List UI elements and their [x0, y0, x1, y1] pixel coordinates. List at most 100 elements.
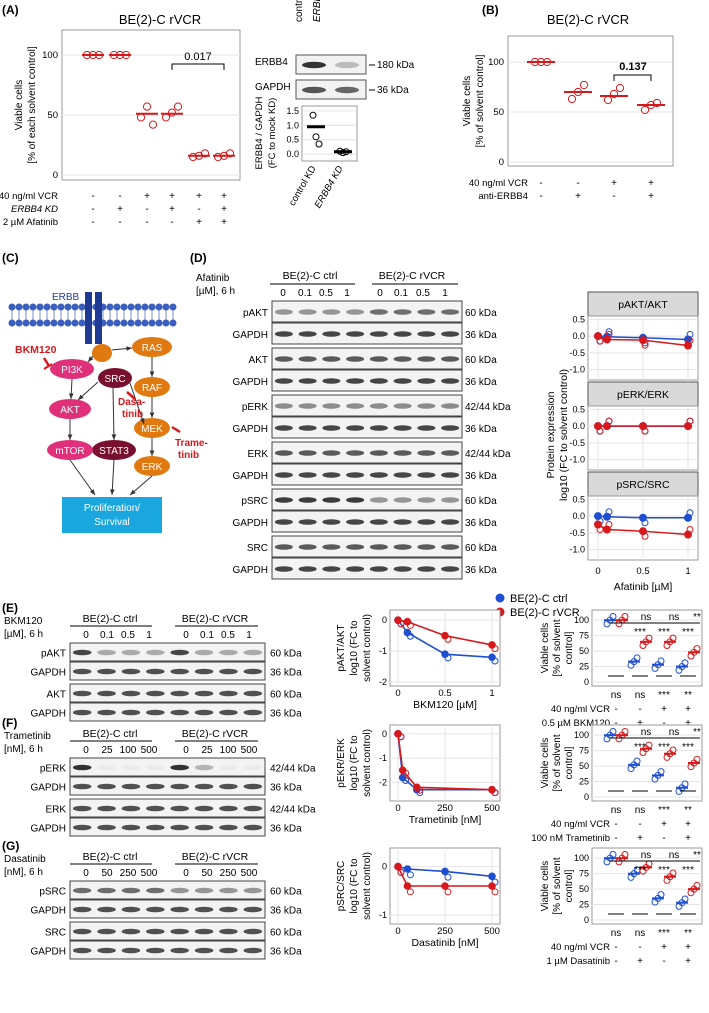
dose-label: 0	[183, 868, 189, 879]
condition-sign: +	[685, 833, 691, 844]
drug-label: tinib	[122, 409, 143, 420]
band	[121, 906, 141, 913]
panel-title: BE(2)-C rVCR	[547, 12, 629, 27]
output-label: Proliferation/	[84, 503, 140, 514]
blot-strip	[271, 510, 463, 533]
dose-label: 0	[83, 745, 89, 756]
band	[194, 709, 214, 716]
dose-label: 1	[246, 630, 252, 641]
adaptor-node	[92, 344, 112, 362]
data-point	[686, 417, 694, 425]
band	[194, 764, 214, 771]
treatment-label: Afatinib	[196, 273, 230, 284]
arrow-head	[149, 450, 155, 456]
tick-label: 0.5	[572, 404, 585, 414]
band	[97, 649, 116, 656]
dose-label: 0	[183, 630, 189, 641]
band	[274, 566, 293, 572]
inhibitor	[171, 425, 181, 434]
band	[146, 928, 165, 935]
band	[146, 709, 165, 716]
data-point	[681, 780, 689, 788]
sig-label: ns	[669, 612, 680, 623]
band	[441, 519, 460, 525]
blot-row-label: ERK	[247, 449, 268, 460]
pathway-node	[134, 418, 170, 438]
drug-label: BKM120	[15, 344, 57, 356]
data-point	[406, 871, 414, 879]
tick-label: 0	[395, 803, 400, 814]
condition-sign: +	[637, 833, 643, 844]
band	[441, 378, 460, 384]
tick-label: 50	[579, 884, 589, 894]
band	[298, 544, 317, 550]
data-point	[669, 634, 677, 642]
axis-label: Viable cells	[540, 738, 551, 788]
data-point	[641, 532, 649, 540]
arrow-head	[126, 346, 132, 351]
pathway-node	[49, 399, 91, 419]
facet-title: pSRC/SRC	[616, 479, 670, 491]
axis-label: control]	[564, 869, 575, 902]
data-point	[109, 50, 119, 60]
band	[97, 887, 116, 894]
treatment-label: Dasatinib	[4, 854, 46, 865]
arrow	[129, 382, 145, 425]
membrane-lipid	[43, 303, 51, 311]
data-point	[397, 733, 405, 741]
band	[72, 783, 92, 790]
condition-sign: +	[685, 956, 691, 967]
band	[298, 425, 317, 431]
tick-label: 75	[579, 631, 589, 641]
condition-sign: +	[648, 178, 654, 189]
membrane-lipid	[64, 303, 72, 311]
tick-label: 50	[579, 761, 589, 771]
node-label: PI3K	[61, 365, 83, 376]
tick-label: 0.0	[572, 421, 585, 431]
condition-sign: -	[638, 819, 641, 830]
tick-label: 1	[685, 566, 690, 577]
band	[194, 947, 214, 954]
tick-label: 0.0	[286, 149, 299, 159]
facet-strip	[587, 291, 699, 317]
data-point	[406, 621, 414, 629]
band	[346, 331, 365, 337]
band	[393, 356, 412, 362]
band	[346, 497, 365, 503]
membrane-lipid	[36, 303, 44, 311]
blot-strip	[69, 817, 266, 837]
sig-bracket	[171, 63, 225, 70]
sig-label: ns	[611, 805, 622, 816]
node-label: RAF	[142, 383, 162, 394]
band	[72, 764, 92, 771]
tick-label: 0.5	[286, 135, 299, 145]
blot-strip	[69, 776, 266, 796]
tick-label: 0	[595, 566, 600, 577]
data-point	[542, 57, 552, 67]
tick-label: 0.0	[572, 511, 585, 521]
band	[441, 497, 460, 503]
sig-label: ***	[634, 627, 646, 638]
tick-label: 0	[382, 729, 387, 739]
sig-label: ns	[669, 850, 680, 861]
kda-label: 36 kDa	[377, 85, 409, 96]
data-point	[573, 87, 583, 97]
band	[441, 566, 460, 572]
data-point	[491, 657, 499, 665]
blot-strip	[271, 557, 463, 580]
membrane-lipid	[162, 303, 170, 311]
band	[121, 824, 141, 831]
band	[243, 783, 263, 790]
sig-label: ***	[682, 865, 694, 876]
pathway-node	[134, 456, 170, 476]
sig-label: **	[684, 805, 692, 816]
data-point	[669, 746, 677, 754]
band	[369, 403, 388, 409]
band	[170, 649, 189, 656]
membrane-lipid	[36, 319, 44, 327]
axis-label: log10 (FC to solvent control)	[558, 369, 570, 501]
data-point	[686, 336, 694, 344]
band	[146, 668, 165, 675]
data-point	[567, 94, 577, 104]
band	[298, 356, 317, 362]
